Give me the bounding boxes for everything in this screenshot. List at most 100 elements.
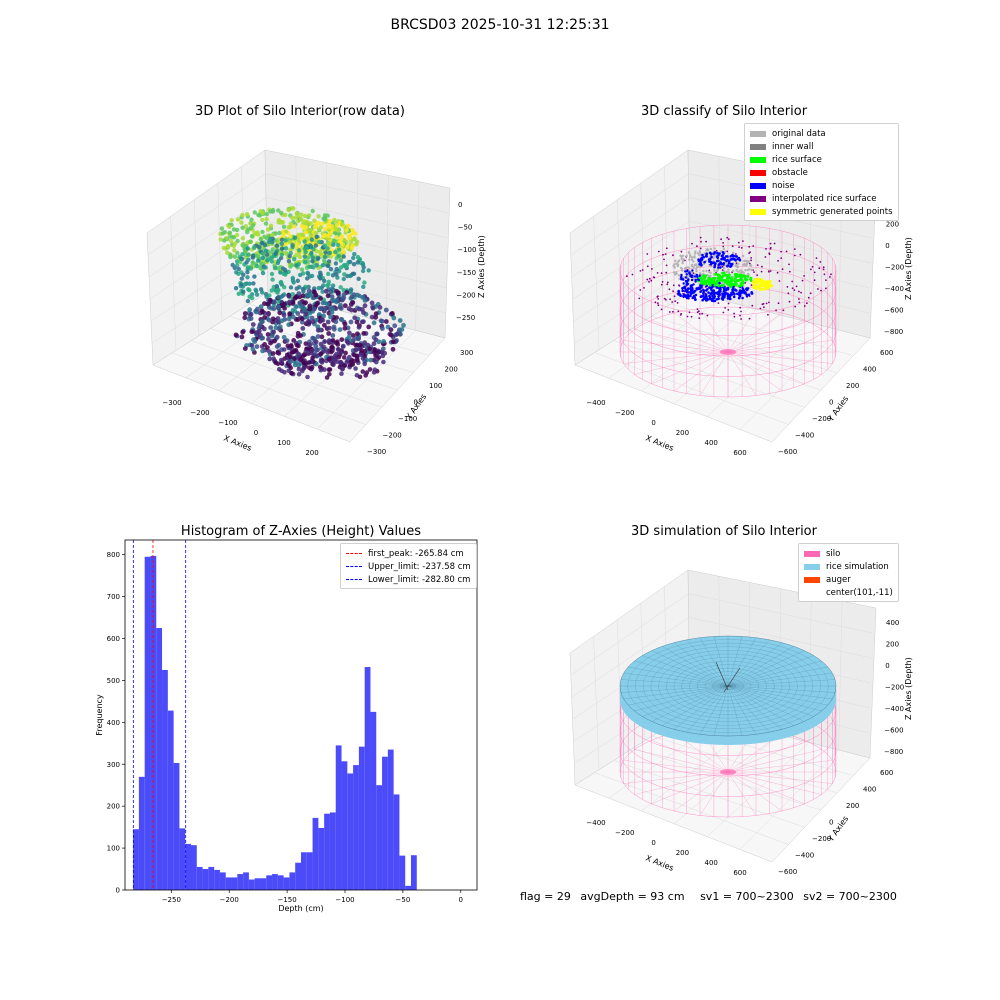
x-tick-label: −400: [586, 819, 605, 827]
scatter-point: [286, 207, 291, 213]
original-point: [682, 276, 685, 279]
noise-point: [708, 251, 712, 255]
legend-entry: auger: [804, 573, 893, 586]
scatter-point: [290, 307, 296, 313]
original-point: [696, 252, 700, 255]
scatter-point: [280, 293, 285, 298]
noise-point: [679, 275, 683, 279]
scatter-point: [263, 221, 269, 226]
scatter-point: [325, 293, 331, 299]
scatter-point: [277, 230, 282, 236]
original-point: [725, 270, 728, 274]
histogram-bar: [329, 812, 336, 890]
scatter-point: [270, 240, 275, 245]
scatter-point: [313, 343, 319, 349]
legend-entry: silo: [804, 547, 893, 560]
noise-point: [730, 293, 733, 296]
scatter-point: [267, 356, 273, 362]
noise-point: [689, 294, 692, 298]
scatter-point: [325, 301, 330, 307]
scatter-point: [253, 287, 258, 292]
y-tick-label: 600: [880, 349, 893, 357]
scatter-point: [320, 221, 325, 227]
y-tick-label: 800: [107, 551, 120, 559]
interpolated-point: [752, 245, 755, 247]
rice-surface-point: [739, 276, 743, 280]
scatter-point: [290, 242, 295, 248]
interpolated-point: [648, 277, 651, 280]
scatter-point: [290, 215, 295, 221]
rice-surface-point: [711, 281, 714, 285]
scatter-point: [235, 217, 241, 222]
rice-surface-point: [704, 281, 708, 285]
scatter-point: [252, 230, 257, 236]
scatter-point: [383, 319, 389, 324]
interpolated-point: [735, 262, 738, 265]
interpolated-point: [739, 306, 742, 309]
interpolated-point: [656, 272, 659, 274]
scatter-point: [292, 224, 297, 229]
y-tick-label: 300: [107, 761, 120, 769]
scatter-point: [256, 258, 261, 263]
scatter-point: [374, 359, 379, 365]
interpolated-point: [756, 274, 759, 276]
histogram-bar: [387, 749, 394, 890]
figure-suptitle: BRCSD03 2025-10-31 12:25:31: [390, 17, 610, 33]
scatter-point: [339, 317, 345, 322]
histogram-bar: [162, 669, 168, 890]
noise-point: [747, 293, 751, 297]
scatter-point: [279, 368, 284, 374]
scatter-point: [354, 342, 360, 348]
y-tick-label: 100: [107, 845, 120, 853]
surface-mesh-spoke: [628, 666, 729, 687]
z-tick-label: −600: [884, 307, 903, 315]
x-tick-label: 200: [305, 449, 318, 457]
silo-center-mark: [720, 349, 736, 355]
noise-point: [720, 297, 724, 300]
noise-point: [741, 296, 744, 300]
scatter-point: [318, 296, 323, 301]
noise-point: [689, 275, 692, 278]
interpolated-point: [825, 287, 827, 290]
x-tick-label: −200: [615, 829, 634, 837]
scatter-point: [240, 212, 245, 218]
scatter-point: [345, 223, 351, 228]
scatter-point: [371, 370, 377, 375]
scatter-point: [361, 284, 366, 289]
noise-point: [750, 292, 754, 295]
legend-entry: inner wall: [750, 140, 893, 153]
interpolated-point: [750, 259, 752, 262]
scatter-point: [326, 331, 332, 336]
z-tick-label: −200: [456, 291, 475, 299]
scatter-point: [335, 290, 341, 296]
scatter-point: [246, 252, 251, 257]
scatter-point: [302, 213, 308, 219]
interpolated-point: [806, 302, 808, 305]
noise-point: [682, 278, 685, 281]
original-point: [672, 271, 676, 274]
scatter-point: [282, 301, 287, 307]
interpolated-point: [769, 270, 772, 272]
noise-point: [715, 286, 719, 289]
scatter-point: [314, 301, 320, 307]
scatter-point: [234, 259, 240, 264]
silo-floor-spoke: [623, 760, 729, 773]
scatter-point: [303, 341, 309, 346]
legend-label: Upper_limit: -237.58 cm: [368, 561, 471, 572]
original-point: [676, 264, 680, 268]
scatter-point: [239, 276, 244, 281]
interpolated-point: [739, 314, 741, 317]
histogram-bar: [399, 855, 406, 890]
interpolated-point: [678, 284, 680, 286]
noise-point: [687, 278, 690, 281]
scatter-point: [377, 305, 383, 310]
interpolated-point: [668, 288, 671, 291]
scatter-point: [300, 354, 305, 360]
original-point: [723, 250, 727, 253]
noise-point: [702, 292, 705, 295]
scatter-point: [314, 234, 319, 239]
interpolated-point: [740, 247, 743, 249]
interpolated-point: [822, 266, 825, 269]
scatter-point: [228, 238, 234, 244]
scatter-point: [282, 285, 287, 290]
